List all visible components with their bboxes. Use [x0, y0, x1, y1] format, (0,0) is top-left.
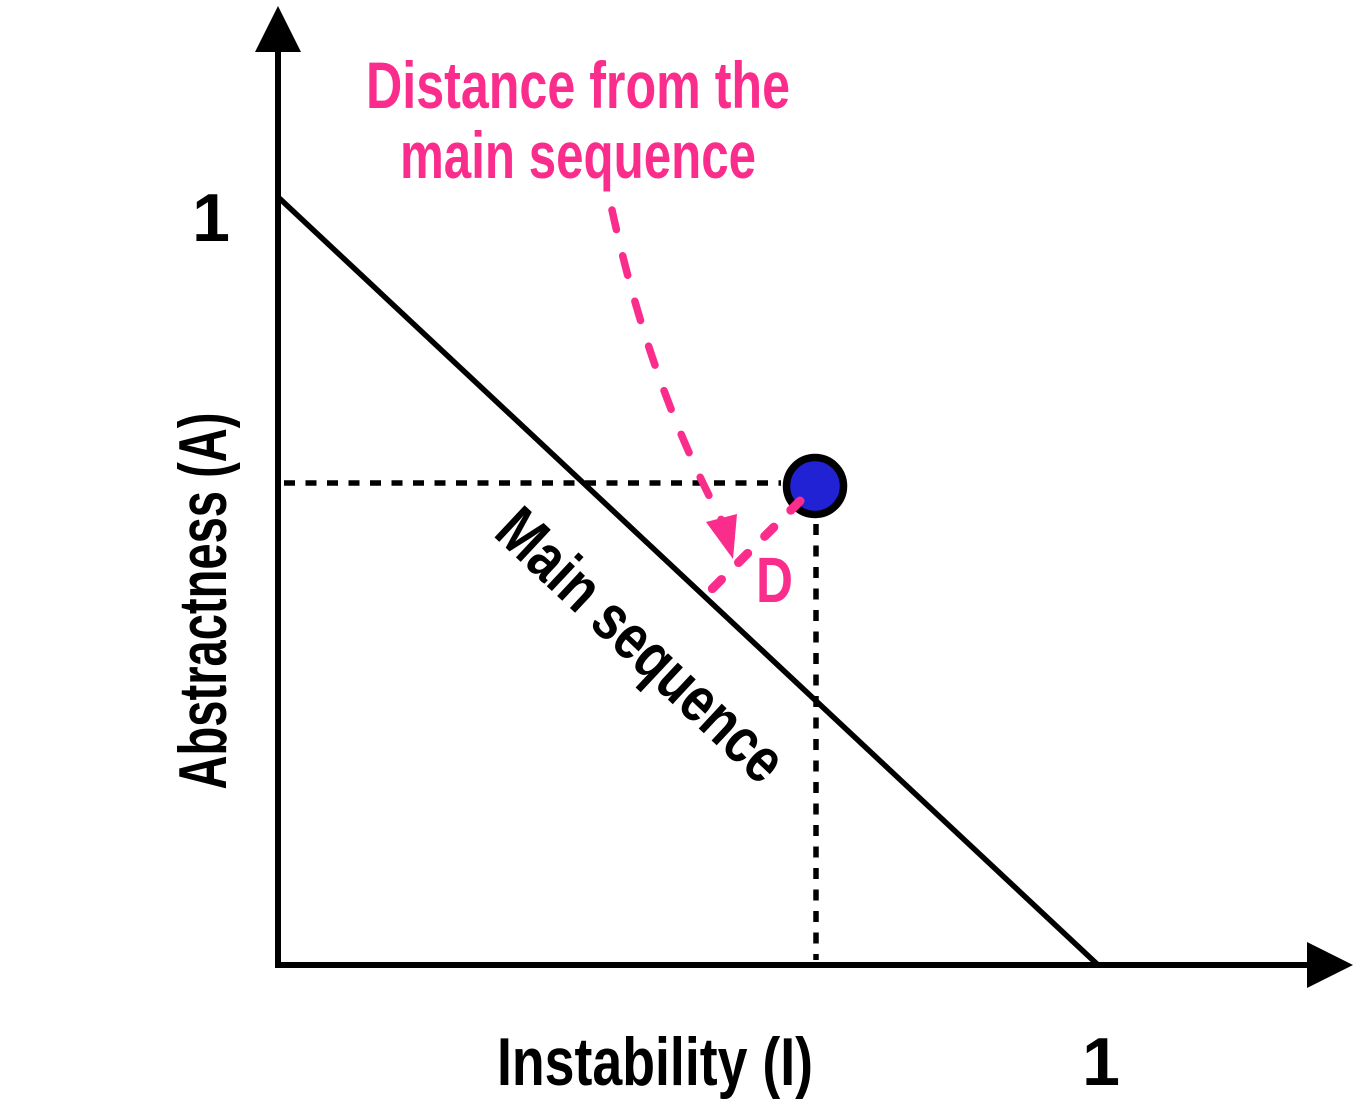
annotation-arrow-dashed-line [608, 206, 726, 525]
x-axis-max-tick: 1 [1082, 1024, 1120, 1100]
annotation-arrowhead-icon [706, 514, 737, 559]
x-axis-label: Instability (I) [497, 1024, 813, 1100]
y-axis-arrowhead-icon [255, 6, 301, 52]
distance-label: D [756, 544, 793, 616]
x-axis-arrowhead-icon [1307, 942, 1353, 988]
distance-dashed-line [696, 496, 805, 605]
annotation-title-line1: Distance from the [366, 48, 790, 122]
y-axis-label: Abstractness (A) [165, 413, 241, 790]
annotation-title-line2: main sequence [400, 118, 756, 192]
main-sequence-line [276, 194, 1100, 968]
y-axis-max-tick: 1 [192, 180, 230, 256]
